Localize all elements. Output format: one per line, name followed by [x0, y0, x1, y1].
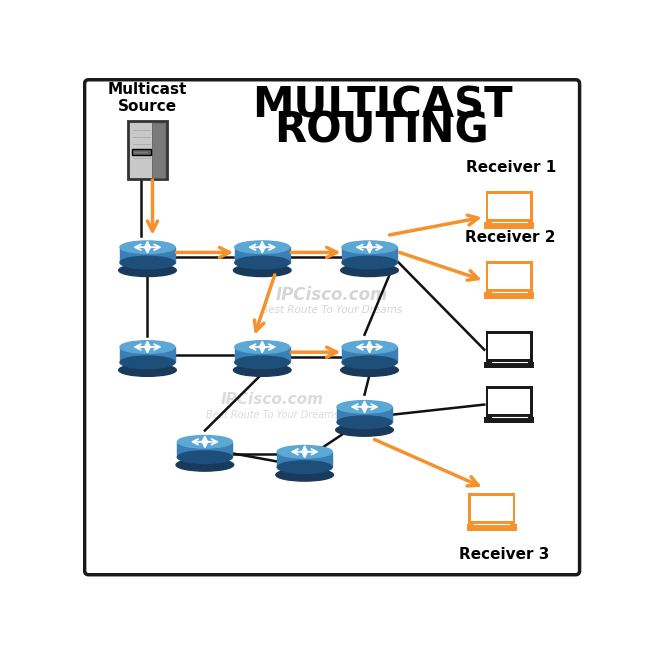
- FancyBboxPatch shape: [128, 121, 167, 179]
- Ellipse shape: [342, 341, 397, 353]
- Ellipse shape: [341, 264, 399, 277]
- Ellipse shape: [337, 416, 392, 428]
- FancyBboxPatch shape: [467, 524, 516, 531]
- Text: Receiver 2: Receiver 2: [465, 230, 556, 245]
- FancyBboxPatch shape: [484, 292, 534, 299]
- Ellipse shape: [235, 257, 290, 269]
- FancyBboxPatch shape: [484, 222, 534, 229]
- FancyBboxPatch shape: [484, 362, 534, 369]
- Polygon shape: [120, 347, 175, 362]
- Text: IPCisco.com: IPCisco.com: [276, 286, 388, 304]
- FancyBboxPatch shape: [152, 122, 165, 178]
- Polygon shape: [120, 247, 175, 262]
- Ellipse shape: [120, 341, 175, 353]
- FancyBboxPatch shape: [489, 389, 530, 413]
- Ellipse shape: [178, 451, 232, 463]
- FancyBboxPatch shape: [471, 496, 513, 521]
- FancyBboxPatch shape: [132, 149, 151, 154]
- Text: Best Route To Your Dreams: Best Route To Your Dreams: [206, 410, 339, 419]
- Polygon shape: [342, 247, 397, 262]
- Text: Multicast
Source: Multicast Source: [108, 82, 187, 113]
- Polygon shape: [337, 407, 392, 422]
- FancyBboxPatch shape: [485, 191, 533, 222]
- Text: MULTICAST: MULTICAST: [251, 84, 513, 126]
- FancyBboxPatch shape: [489, 264, 530, 289]
- FancyBboxPatch shape: [485, 261, 533, 292]
- Ellipse shape: [233, 264, 291, 277]
- Text: Receiver 3: Receiver 3: [459, 547, 550, 562]
- FancyBboxPatch shape: [489, 334, 530, 359]
- Ellipse shape: [336, 424, 393, 436]
- Text: ROUTING: ROUTING: [275, 109, 489, 151]
- Ellipse shape: [120, 257, 175, 269]
- Ellipse shape: [277, 445, 332, 458]
- FancyBboxPatch shape: [468, 493, 515, 524]
- Polygon shape: [235, 247, 290, 262]
- Polygon shape: [178, 442, 232, 457]
- Ellipse shape: [342, 241, 397, 253]
- Polygon shape: [277, 452, 332, 467]
- FancyBboxPatch shape: [489, 194, 530, 219]
- Ellipse shape: [342, 257, 397, 269]
- FancyBboxPatch shape: [85, 80, 579, 575]
- FancyBboxPatch shape: [485, 331, 533, 362]
- Ellipse shape: [337, 400, 392, 413]
- Ellipse shape: [235, 341, 290, 353]
- Ellipse shape: [120, 356, 175, 369]
- Polygon shape: [235, 347, 290, 362]
- Ellipse shape: [342, 356, 397, 369]
- Ellipse shape: [119, 264, 176, 277]
- Polygon shape: [342, 347, 397, 362]
- Ellipse shape: [276, 469, 334, 481]
- Ellipse shape: [120, 241, 175, 253]
- FancyBboxPatch shape: [484, 417, 534, 423]
- Ellipse shape: [341, 364, 399, 376]
- Ellipse shape: [235, 241, 290, 253]
- Ellipse shape: [119, 364, 176, 376]
- Ellipse shape: [277, 461, 332, 474]
- Ellipse shape: [233, 364, 291, 376]
- Text: Receiver 1: Receiver 1: [466, 160, 556, 175]
- Ellipse shape: [235, 356, 290, 369]
- Ellipse shape: [178, 435, 232, 448]
- Text: IPCisco.com: IPCisco.com: [221, 392, 324, 407]
- Text: Best Route To Your Dreams: Best Route To Your Dreams: [262, 305, 402, 315]
- FancyBboxPatch shape: [485, 386, 533, 417]
- Ellipse shape: [176, 459, 234, 471]
